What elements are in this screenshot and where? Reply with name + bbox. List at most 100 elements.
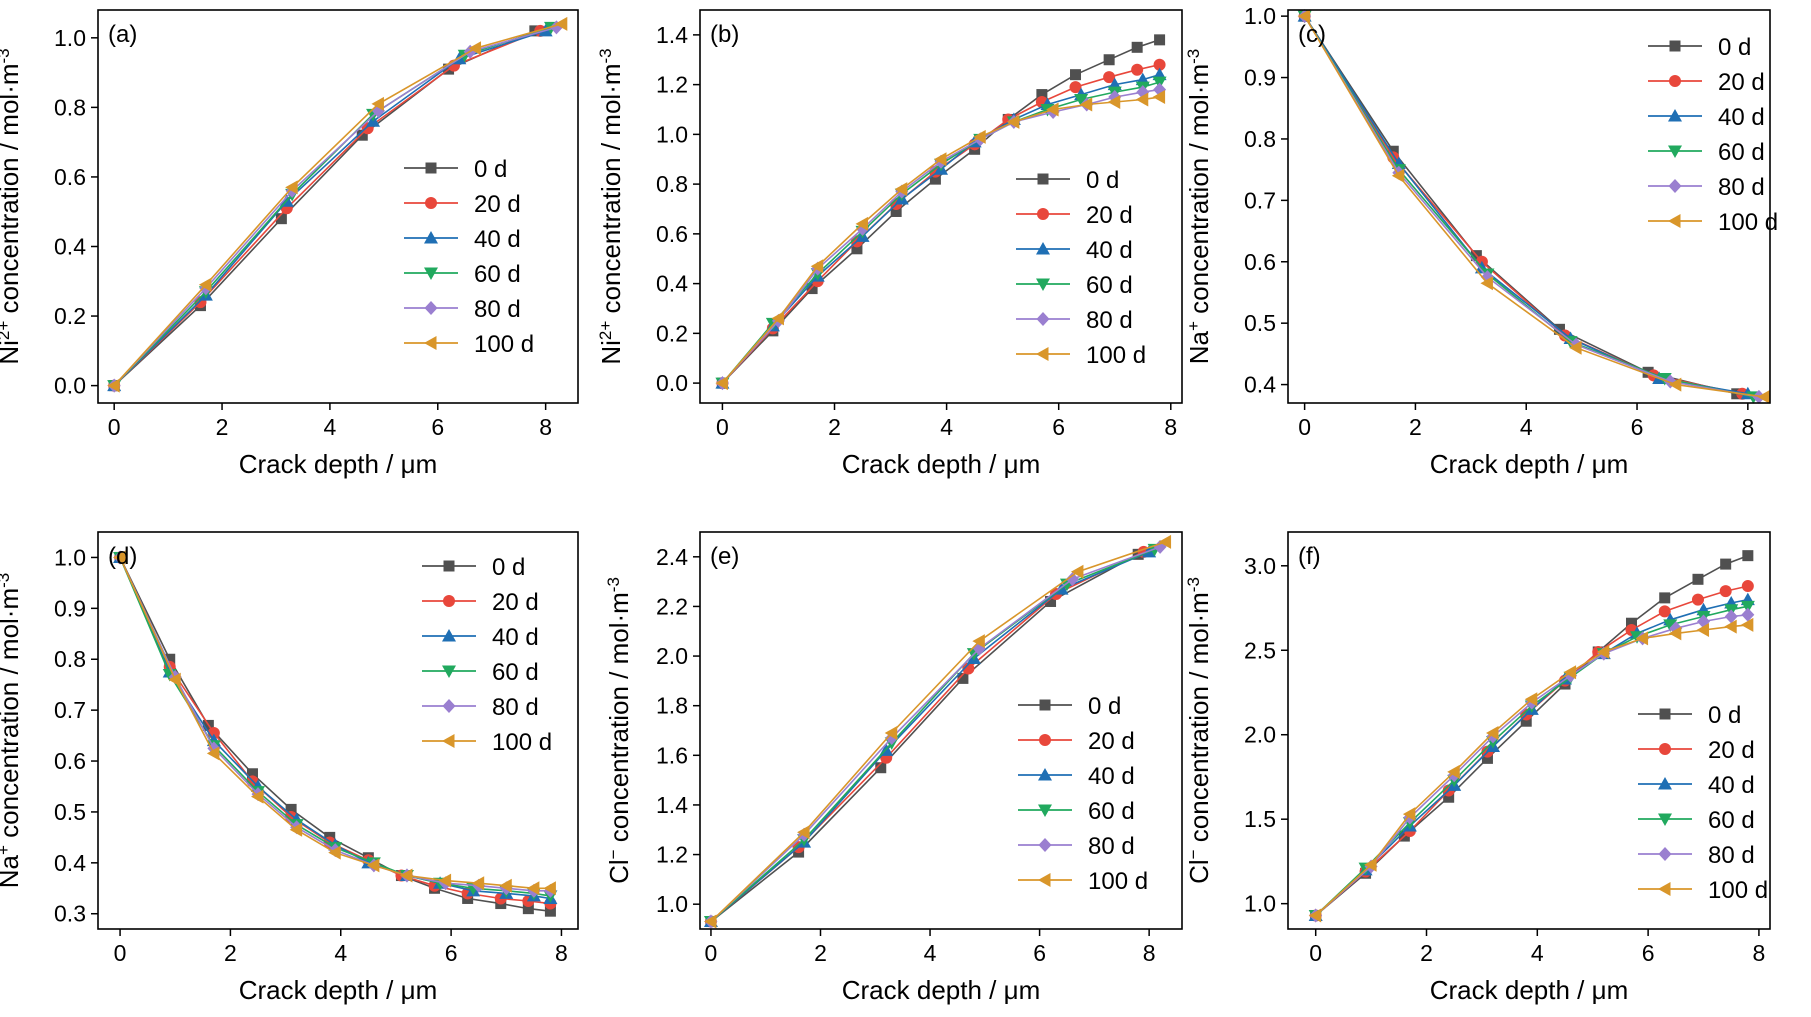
data-point: [206, 746, 220, 761]
panel-label: (b): [710, 21, 739, 48]
legend-marker: [425, 197, 437, 209]
series-line: [1303, 15, 1748, 395]
legend-label: 20 d: [1088, 728, 1135, 755]
y-tick-label: 3.0: [1244, 553, 1276, 579]
data-point: [328, 845, 341, 860]
x-tick-label: 0: [716, 414, 729, 440]
legend-label: 60 d: [1086, 272, 1133, 299]
data-point: [543, 881, 556, 896]
series-line: [1303, 15, 1743, 395]
series-line: [1315, 624, 1748, 917]
data-point: [246, 768, 258, 780]
y-tick-label: 0.8: [54, 646, 86, 672]
y-tick-label: 1.0: [1244, 891, 1276, 917]
legend-label: 80 d: [1708, 842, 1755, 869]
legend-label: 40 d: [1708, 772, 1755, 799]
legend-label: 20 d: [1086, 202, 1133, 229]
y-axis-label: Na+ concentration / mol·m-3: [0, 573, 24, 889]
legend-label: 20 d: [1708, 737, 1755, 764]
x-tick-label: 2: [828, 414, 841, 440]
data-point: [1131, 63, 1144, 76]
data-point: [1524, 692, 1538, 707]
x-tick-label: 4: [940, 414, 953, 440]
legend-marker: [1038, 838, 1052, 852]
data-point: [1079, 97, 1093, 112]
data-point: [962, 662, 975, 675]
legend-marker: [1669, 75, 1681, 87]
x-tick-label: 8: [1164, 414, 1177, 440]
plot-frame: [97, 9, 579, 404]
y-tick-label: 1.4: [656, 792, 688, 818]
data-point: [1297, 9, 1311, 24]
y-tick-label: 0.8: [656, 171, 688, 197]
plot-frame: [699, 531, 1183, 930]
legend-label: 0 d: [1708, 702, 1741, 729]
data-point: [471, 876, 485, 891]
data-point: [289, 822, 303, 837]
plot-frame: [699, 9, 1183, 404]
data-point: [285, 180, 298, 195]
legend-marker: [1038, 873, 1051, 887]
data-point: [399, 868, 413, 883]
data-point: [1625, 617, 1637, 629]
data-point: [526, 881, 540, 896]
data-point: [972, 634, 985, 649]
y-tick-label: 0.3: [54, 901, 86, 927]
legend-label: 40 d: [1086, 237, 1133, 264]
y-tick-label: 2.0: [1244, 722, 1276, 748]
legend-marker: [1668, 145, 1682, 158]
legend-marker: [1036, 242, 1050, 255]
data-point: [884, 725, 898, 740]
x-tick-label: 4: [924, 940, 937, 966]
legend-label: 20 d: [492, 589, 539, 616]
panel-c: 0 2 4 6 8 0.4 0.5 0.6 0.7 0.8 0.9 1.0 Crack depth / …: [1184, 3, 1779, 479]
series-line: [113, 23, 563, 387]
data-point: [1364, 857, 1377, 872]
panel-e: 0 2 4 6 8 1.0 1.2 1.4 1.6 1.8 2.0 2.2 2.4 Crack depth…: [604, 531, 1183, 1005]
y-tick-label: 1.0: [54, 25, 86, 51]
y-tick-label: 2.0: [656, 643, 688, 669]
series-line: [710, 546, 1161, 923]
data-point: [703, 914, 717, 929]
y-tick-label: 2.2: [656, 593, 688, 619]
series-line: [710, 551, 1150, 923]
x-tick-label: 6: [445, 940, 458, 966]
data-point: [1308, 908, 1322, 923]
legend-label: 80 d: [474, 296, 521, 323]
plot-frame: [97, 531, 579, 930]
y-tick-label: 0.2: [656, 320, 688, 346]
plot-frame: [1287, 531, 1771, 930]
legend-label: 0 d: [1088, 693, 1121, 720]
data-point: [1740, 600, 1755, 614]
data-point: [1757, 389, 1770, 404]
series-line: [1315, 614, 1748, 917]
data-point: [1154, 34, 1166, 46]
panel-label: (c): [1298, 21, 1326, 48]
y-tick-label: 0.4: [54, 850, 86, 876]
y-tick-label: 0.8: [1244, 126, 1276, 152]
legend-marker: [1037, 173, 1049, 185]
legend-label: 60 d: [1718, 139, 1765, 166]
data-point: [1070, 564, 1084, 579]
y-tick-label: 0.5: [54, 799, 86, 825]
data-point: [113, 550, 126, 565]
series-line: [1303, 15, 1760, 398]
x-tick-label: 6: [1642, 940, 1655, 966]
data-point: [168, 672, 181, 687]
panel-label: (e): [710, 543, 739, 570]
y-tick-label: 0.7: [1244, 187, 1276, 213]
data-point: [851, 243, 863, 255]
legend-label: 80 d: [1718, 174, 1765, 201]
data-point: [366, 858, 380, 873]
y-tick-label: 0.9: [1244, 65, 1276, 91]
legend-marker: [424, 301, 438, 315]
legend-marker: [1668, 109, 1682, 122]
y-tick-label: 1.0: [656, 891, 688, 917]
legend-marker: [1038, 768, 1052, 781]
data-point: [1481, 752, 1493, 764]
legend-marker: [1659, 708, 1671, 720]
y-tick-label: 0.4: [1244, 372, 1276, 398]
data-point: [1569, 340, 1582, 355]
data-point: [1153, 58, 1166, 71]
data-point: [1158, 534, 1172, 549]
